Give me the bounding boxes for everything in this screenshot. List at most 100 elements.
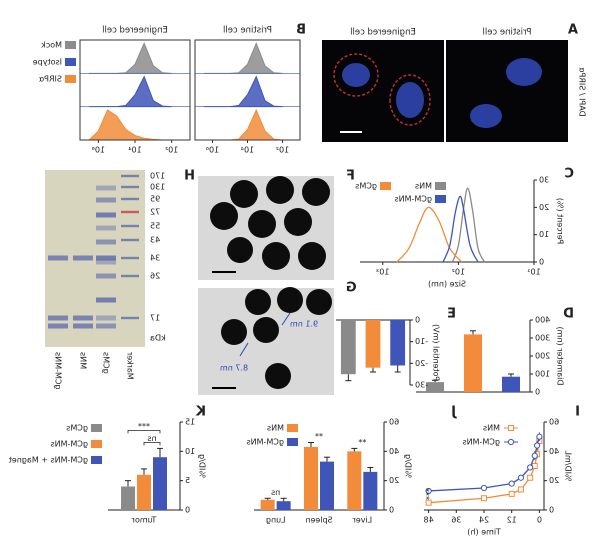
gel-band xyxy=(96,323,116,329)
panel-label: I xyxy=(575,405,580,420)
legend-label: gCM-MNs xyxy=(246,438,284,447)
data-point xyxy=(527,474,534,481)
y-axis-label: %ID/g xyxy=(198,454,207,478)
bar xyxy=(426,382,444,392)
y-axis-label: %ID/mL xyxy=(564,450,573,482)
data-point xyxy=(425,487,432,495)
series-line xyxy=(396,206,463,263)
significance: *** xyxy=(138,422,150,431)
x-axis-label: Size (nm) xyxy=(428,280,466,289)
facet-title: Engineered cell xyxy=(102,26,168,36)
gel-band xyxy=(96,273,116,279)
bar xyxy=(340,320,356,375)
size-annotation: 8.7 nm xyxy=(220,364,248,373)
size-annotation: 9.1 nm xyxy=(290,320,318,329)
y-tick-label: 400 xyxy=(535,316,550,325)
x-tick-label: 36 xyxy=(451,516,461,525)
marker-label: 34 xyxy=(150,254,160,263)
bar xyxy=(363,471,378,510)
bar xyxy=(464,334,482,392)
x-tick-label: Lung xyxy=(266,516,286,525)
bar xyxy=(347,451,362,510)
marker-label: 17 xyxy=(150,314,160,323)
facet-title: Pristine cell xyxy=(223,26,272,36)
legend-label: gCM-MNs xyxy=(50,440,88,449)
gel-band xyxy=(73,315,93,321)
significance: ** xyxy=(358,438,366,447)
lane-label: Marker xyxy=(126,351,135,379)
gel-band xyxy=(96,197,116,203)
gel-band xyxy=(96,185,116,191)
bar xyxy=(365,320,381,368)
bar xyxy=(260,499,275,510)
marker-label: 95 xyxy=(150,195,160,204)
panel-label: D xyxy=(563,307,574,322)
data-point xyxy=(527,464,534,471)
y-tick-label: 40 xyxy=(549,447,559,456)
y-tick-label: 0 xyxy=(539,258,544,267)
panel-label: A xyxy=(568,23,578,38)
y-tick-label: 0 xyxy=(185,506,190,515)
nucleus xyxy=(342,63,370,87)
nucleus xyxy=(396,82,424,118)
gel-band xyxy=(121,316,139,320)
legend-swatch xyxy=(287,424,298,432)
y-tick-label: 10 xyxy=(539,230,549,239)
y-tick-label: 10 xyxy=(185,447,195,456)
series-line xyxy=(451,187,486,263)
significance: ns xyxy=(147,434,156,443)
legend-marker xyxy=(508,425,514,431)
marker-label: 55 xyxy=(150,222,160,231)
y-tick-label: 300 xyxy=(535,334,550,343)
lane-label: gCM-MNs xyxy=(54,352,63,390)
marker-label: 72 xyxy=(150,208,160,217)
significance: *** xyxy=(422,488,431,500)
gel-band xyxy=(96,212,116,218)
gel-band xyxy=(73,323,93,329)
legend-swatch xyxy=(287,438,298,446)
gel-band xyxy=(121,256,139,260)
significance: ** xyxy=(315,432,323,441)
x-tick-label: 24 xyxy=(479,516,489,525)
gel-band xyxy=(121,185,139,189)
legend-label: Mock xyxy=(41,41,62,50)
y-tick-label: 100 xyxy=(535,370,550,379)
legend-label: gCMs xyxy=(355,182,377,191)
x-tick-label: 10² xyxy=(452,268,465,277)
panel-label: J xyxy=(451,405,457,420)
bar xyxy=(320,461,334,510)
legend-swatch xyxy=(91,424,102,432)
x-tick-label: 10⁴ xyxy=(128,146,141,155)
x-tick-label: 10⁶ xyxy=(92,146,105,155)
panel-label: G xyxy=(346,281,357,296)
x-tick-label: Liver xyxy=(352,516,372,525)
y-tick-label: 40 xyxy=(389,447,399,456)
gel-band xyxy=(121,238,139,242)
bar xyxy=(276,501,291,510)
channel-label: DAPI / SIRPα xyxy=(578,67,587,117)
bar xyxy=(153,457,167,510)
y-tick-label: 60 xyxy=(389,418,399,427)
x-tick-label: Tumor xyxy=(131,516,157,525)
legend-label: gCMs xyxy=(66,424,88,433)
marker-label: 130 xyxy=(150,183,165,192)
panel-label: C xyxy=(564,167,574,182)
y-tick-label: -20 xyxy=(415,359,428,368)
particles xyxy=(210,176,330,270)
y-tick-label: 20 xyxy=(549,476,559,485)
series-line xyxy=(442,195,479,263)
x-tick-label: 10⁴ xyxy=(241,146,254,155)
y-tick-label: 60 xyxy=(549,418,559,427)
gel-band xyxy=(48,323,68,329)
legend-swatch xyxy=(91,440,102,448)
panel-label: E xyxy=(447,307,456,322)
measure-line xyxy=(239,342,249,357)
gel-band xyxy=(96,255,116,261)
gel-band xyxy=(121,174,139,178)
y-tick-label: 30 xyxy=(539,176,549,185)
y-axis-label: Potential (mV) xyxy=(432,324,441,381)
y-tick-label: 0 xyxy=(415,316,420,325)
y-tick-label: 5 xyxy=(185,476,190,485)
mirrored-figure: A DAPI / SIRPα Pristine cell Engineered … xyxy=(9,23,587,537)
